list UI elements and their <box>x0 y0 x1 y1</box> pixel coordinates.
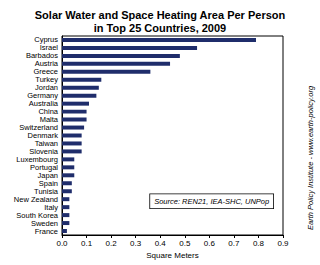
svg-text:Israel: Israel <box>39 43 58 53</box>
svg-text:0.7: 0.7 <box>228 239 240 248</box>
svg-text:Malta: Malta <box>39 115 58 125</box>
svg-text:Jordan: Jordan <box>35 83 58 93</box>
svg-text:Sweden: Sweden <box>30 218 58 228</box>
svg-text:Spain: Spain <box>38 178 58 188</box>
svg-text:Slovenia: Slovenia <box>29 146 58 156</box>
svg-text:New Zealand: New Zealand <box>13 194 58 204</box>
svg-text:Japan: Japan <box>37 170 58 180</box>
svg-text:0.3: 0.3 <box>130 239 142 248</box>
svg-text:Taiwan: Taiwan <box>34 139 58 148</box>
svg-text:0.1: 0.1 <box>81 239 93 248</box>
svg-text:France: France <box>35 227 58 236</box>
svg-text:Switzerland: Switzerland <box>19 123 58 132</box>
svg-text:Portugal: Portugal <box>30 162 58 172</box>
svg-text:Square Meters: Square Meters <box>146 251 198 260</box>
svg-text:0.0: 0.0 <box>56 239 68 248</box>
svg-text:Denmark: Denmark <box>27 131 58 140</box>
svg-text:China: China <box>38 107 58 117</box>
svg-text:Source: REN21, IEA-SHC, UNPop: Source: REN21, IEA-SHC, UNPop <box>154 197 269 206</box>
svg-text:0.8: 0.8 <box>253 239 265 248</box>
svg-text:Italy: Italy <box>44 202 58 212</box>
svg-text:0.2: 0.2 <box>106 239 118 248</box>
svg-text:Barbados: Barbados <box>25 51 58 61</box>
svg-text:Earth Policy Institute - www.e: Earth Policy Institute - www.earth-polic… <box>306 85 315 230</box>
svg-text:0.6: 0.6 <box>204 239 216 248</box>
svg-text:Austria: Austria <box>34 59 58 69</box>
svg-text:Luxembourg: Luxembourg <box>16 154 58 164</box>
svg-text:South Korea: South Korea <box>16 210 58 220</box>
svg-text:Cyprus: Cyprus <box>34 35 58 45</box>
svg-text:Solar Water and Space Heating: Solar Water and Space Heating Area Per P… <box>35 9 286 21</box>
svg-text:0.5: 0.5 <box>179 239 191 248</box>
svg-text:0.9: 0.9 <box>277 239 289 248</box>
svg-text:Turkey: Turkey <box>35 75 58 85</box>
svg-text:Greece: Greece <box>33 67 58 77</box>
svg-text:0.4: 0.4 <box>155 239 167 248</box>
svg-text:Tunisia: Tunisia <box>34 186 58 196</box>
svg-text:Australia: Australia <box>28 99 58 109</box>
svg-text:Germany: Germany <box>27 91 58 101</box>
svg-text:in Top 25 Countries, 2009: in Top 25 Countries, 2009 <box>94 22 226 34</box>
